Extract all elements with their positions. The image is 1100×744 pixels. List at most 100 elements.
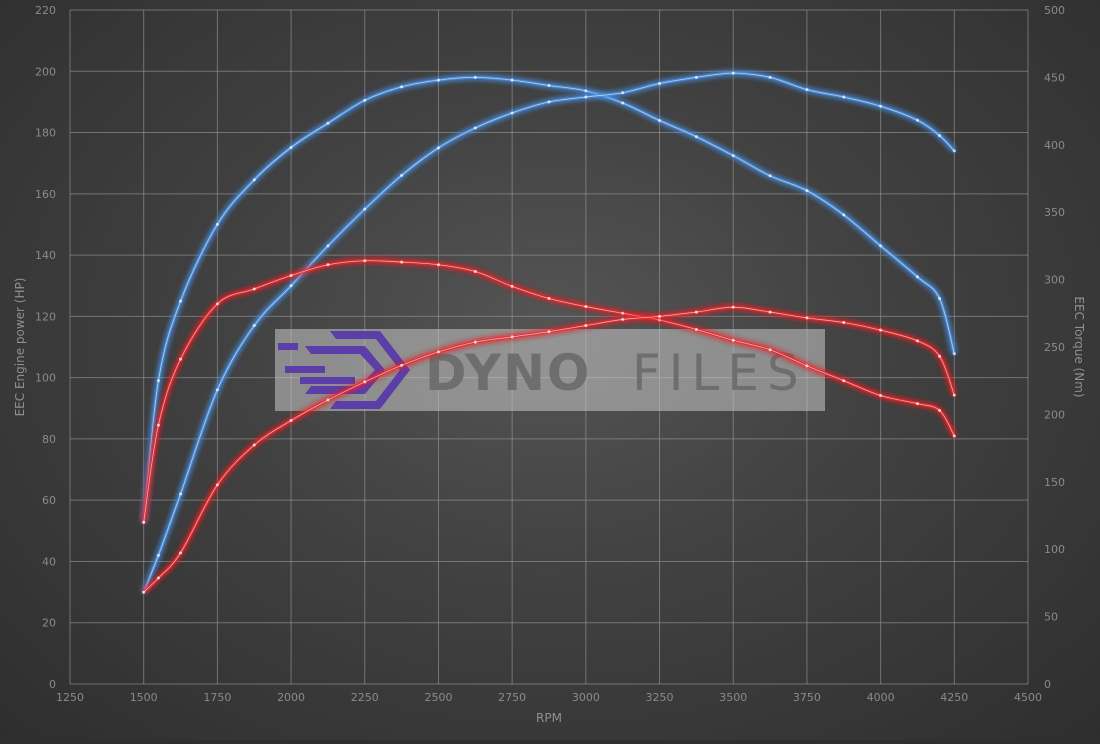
y-axis-title: EEC Engine power (HP) <box>13 278 27 417</box>
data-point <box>252 287 256 291</box>
data-point <box>436 350 440 354</box>
data-point <box>436 146 440 150</box>
x-tick-label: 3250 <box>646 691 674 704</box>
series-line-core-0 <box>143 76 955 523</box>
data-point <box>289 145 293 149</box>
x-tick-label: 1500 <box>130 691 158 704</box>
y-tick-label: 40 <box>42 555 56 568</box>
data-point <box>400 85 404 89</box>
data-point <box>731 71 735 75</box>
y-tick-label: 160 <box>35 188 56 201</box>
data-point <box>915 118 919 122</box>
data-point <box>547 330 551 334</box>
data-point <box>915 402 919 406</box>
data-point <box>621 317 625 321</box>
y2-tick-label: 500 <box>1044 4 1065 17</box>
grid <box>69 9 1029 685</box>
data-point <box>952 393 956 397</box>
y-tick-label: 80 <box>42 433 56 446</box>
data-point <box>547 296 551 300</box>
data-point <box>694 135 698 139</box>
x-tick-label: 2000 <box>277 691 305 704</box>
data-point <box>156 379 160 383</box>
data-point <box>400 260 404 264</box>
x-tick-label: 3750 <box>793 691 821 704</box>
data-point <box>842 320 846 324</box>
x-tick-label: 2500 <box>424 691 452 704</box>
data-point <box>252 443 256 447</box>
series-lines <box>142 71 956 594</box>
data-point <box>879 104 883 108</box>
data-point <box>252 178 256 182</box>
y-tick-label: 220 <box>35 4 56 17</box>
data-point <box>215 483 219 487</box>
y-tick-label: 180 <box>35 127 56 140</box>
data-point <box>621 311 625 315</box>
data-point <box>326 398 330 402</box>
y-tick-label: 20 <box>42 617 56 630</box>
data-point <box>289 284 293 288</box>
data-point <box>879 328 883 332</box>
data-point <box>363 207 367 211</box>
data-point <box>915 275 919 279</box>
y2-tick-label: 350 <box>1044 206 1065 219</box>
data-point <box>768 348 772 352</box>
data-point <box>584 324 588 328</box>
y2-tick-label: 450 <box>1044 71 1065 84</box>
svg-text:FILES: FILES <box>632 344 807 402</box>
data-point <box>584 89 588 93</box>
data-point <box>547 100 551 104</box>
data-point <box>658 314 662 318</box>
data-point <box>938 408 942 412</box>
data-point <box>326 244 330 248</box>
data-point <box>768 310 772 314</box>
data-point <box>805 88 809 92</box>
data-point <box>731 338 735 342</box>
y-tick-label: 0 <box>49 678 56 691</box>
y2-tick-label: 300 <box>1044 274 1065 287</box>
data-point <box>363 259 367 263</box>
x-tick-label: 1750 <box>203 691 231 704</box>
data-point <box>731 154 735 158</box>
data-point <box>658 82 662 86</box>
data-point <box>938 134 942 138</box>
data-point <box>805 189 809 193</box>
data-point <box>179 357 183 361</box>
data-point <box>473 340 477 344</box>
data-point <box>879 394 883 398</box>
data-point <box>842 379 846 383</box>
data-point <box>215 222 219 226</box>
data-point <box>952 149 956 153</box>
data-point <box>731 305 735 309</box>
data-point <box>363 98 367 102</box>
x-tick-label: 1250 <box>56 691 84 704</box>
data-point <box>142 520 146 524</box>
data-point <box>694 310 698 314</box>
data-point <box>326 121 330 125</box>
svg-text:DYNO: DYNO <box>425 344 591 402</box>
data-point <box>952 434 956 438</box>
data-point <box>621 91 625 95</box>
y2-tick-label: 250 <box>1044 341 1065 354</box>
data-point <box>621 101 625 105</box>
data-point <box>179 492 183 496</box>
data-point <box>436 263 440 267</box>
data-point <box>510 335 514 339</box>
data-point <box>400 363 404 367</box>
data-point <box>215 302 219 306</box>
data-point <box>915 339 919 343</box>
data-point <box>584 305 588 309</box>
data-point <box>584 95 588 99</box>
data-point <box>694 75 698 79</box>
data-point <box>252 324 256 328</box>
y2-axis-title: EEC Torque (Nm) <box>1072 296 1086 397</box>
data-point <box>326 263 330 267</box>
y2-tick-label: 50 <box>1044 611 1058 624</box>
data-point <box>510 78 514 82</box>
data-point <box>156 576 160 580</box>
data-point <box>215 388 219 392</box>
data-point <box>400 173 404 177</box>
data-point <box>289 274 293 278</box>
data-point <box>510 111 514 115</box>
